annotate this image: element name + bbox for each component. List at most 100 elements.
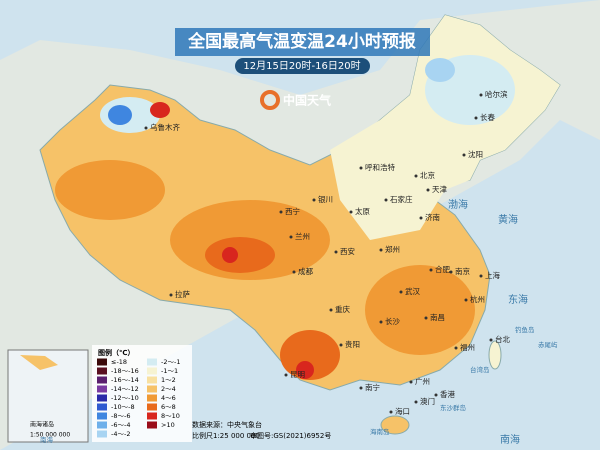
city-dot	[312, 198, 316, 202]
city-dot	[479, 93, 483, 97]
city-dot	[144, 126, 148, 130]
city-dot	[434, 393, 438, 397]
inset-scale: 1:50 000 000	[30, 432, 70, 439]
city-dot	[384, 198, 388, 202]
legend-swatch	[147, 376, 157, 384]
city-label: 石家庄	[390, 194, 413, 204]
city-dot	[419, 216, 423, 220]
city-label: 兰州	[295, 231, 310, 241]
legend-swatch	[97, 394, 107, 402]
city-dot	[464, 298, 468, 302]
city-dot	[426, 188, 430, 192]
legend-swatch	[97, 358, 107, 366]
legend-swatch	[97, 403, 107, 411]
legend-swatch	[147, 385, 157, 393]
legend-label: -14～-12	[111, 385, 139, 393]
city-label: 福州	[460, 343, 475, 352]
city-label: 澳门	[420, 396, 435, 406]
sea-label: 东沙群岛	[440, 403, 466, 412]
city-label: 西安	[340, 246, 355, 256]
city-label: 北京	[420, 170, 435, 180]
legend-title: 图例（℃）	[98, 348, 134, 357]
city-label: 武汉	[405, 286, 420, 296]
city-label: 长沙	[385, 316, 400, 326]
legend-swatch	[97, 430, 107, 438]
legend-swatch	[147, 358, 157, 366]
warm-spot	[296, 361, 314, 379]
title-banner	[175, 28, 430, 56]
blue-region	[425, 58, 455, 82]
city-dot	[289, 235, 293, 239]
taiwan	[488, 340, 502, 370]
legend-label: -16～-14	[111, 376, 139, 384]
city-dot	[414, 400, 418, 404]
warm-region	[365, 265, 475, 355]
legend-swatch	[147, 412, 157, 420]
inset-land	[20, 355, 58, 370]
legend-swatch	[147, 394, 157, 402]
city-label: 合肥	[435, 264, 450, 274]
legend-box	[92, 345, 192, 442]
city-dot	[169, 293, 173, 297]
sea-label: 台湾岛	[470, 365, 490, 374]
city-label: 贵阳	[345, 339, 360, 349]
city-label: 郑州	[385, 244, 400, 254]
city-dot	[414, 174, 418, 178]
city-dot	[359, 386, 363, 390]
city-label: 香港	[440, 389, 455, 399]
city-label: 南昌	[430, 312, 445, 322]
city-dot	[429, 268, 433, 272]
city-dot	[292, 270, 296, 274]
sea-label: 海南岛	[370, 427, 390, 436]
legend-label: -18～-16	[111, 367, 139, 375]
city-label: 南宁	[365, 382, 380, 392]
city-label: 济南	[425, 212, 440, 222]
sea-label: 钓鱼岛	[515, 325, 535, 334]
logo-text: 中国天气	[283, 93, 331, 108]
city-dot	[454, 346, 458, 350]
city-dot	[279, 210, 283, 214]
legend-label: -8～-6	[111, 412, 130, 420]
city-label: 海口	[395, 406, 410, 416]
city-dot	[409, 380, 413, 384]
city-dot	[399, 290, 403, 294]
city-label: 广州	[415, 376, 430, 386]
city-label: 拉萨	[175, 289, 190, 299]
city-dot	[449, 270, 453, 274]
legend-swatch	[97, 376, 107, 384]
inset-label: 南海诸岛	[30, 421, 54, 429]
warm-spot	[222, 247, 238, 263]
city-label: 天津	[432, 185, 447, 194]
city-dot	[359, 166, 363, 170]
legend-label: ≤-18	[111, 358, 127, 366]
legend-label: -4～-2	[111, 430, 130, 438]
sea-label: 赤尾屿	[538, 340, 558, 349]
legend-label: -6～-4	[111, 421, 130, 429]
sea-label: 渤海	[448, 198, 468, 211]
source: 数据来源：中央气象台	[192, 420, 262, 429]
city-label: 台北	[495, 334, 510, 344]
city-label: 成都	[298, 266, 313, 276]
sea-label: 南海	[40, 435, 54, 444]
city-dot	[339, 343, 343, 347]
city-dot	[349, 210, 353, 214]
title: 全国最高气温变温24小时预报	[187, 31, 416, 52]
legend-label: -12～-10	[111, 394, 139, 402]
city-label: 沈阳	[468, 149, 483, 159]
city-dot	[389, 410, 393, 414]
city-dot	[424, 316, 428, 320]
legend-label: -10～-8	[111, 403, 135, 411]
city-dot	[329, 308, 333, 312]
city-dot	[479, 274, 483, 278]
legend-swatch	[97, 367, 107, 375]
warm-region	[280, 330, 340, 380]
subtitle-banner	[235, 58, 370, 74]
subtitle: 12月15日20时-16日20时	[243, 60, 360, 72]
legend-swatch	[97, 421, 107, 429]
warm-spot	[150, 102, 170, 118]
city-label: 太原	[355, 206, 370, 216]
sea-label: 黄海	[498, 213, 518, 226]
blue-region	[108, 105, 132, 125]
legend-swatch	[147, 403, 157, 411]
